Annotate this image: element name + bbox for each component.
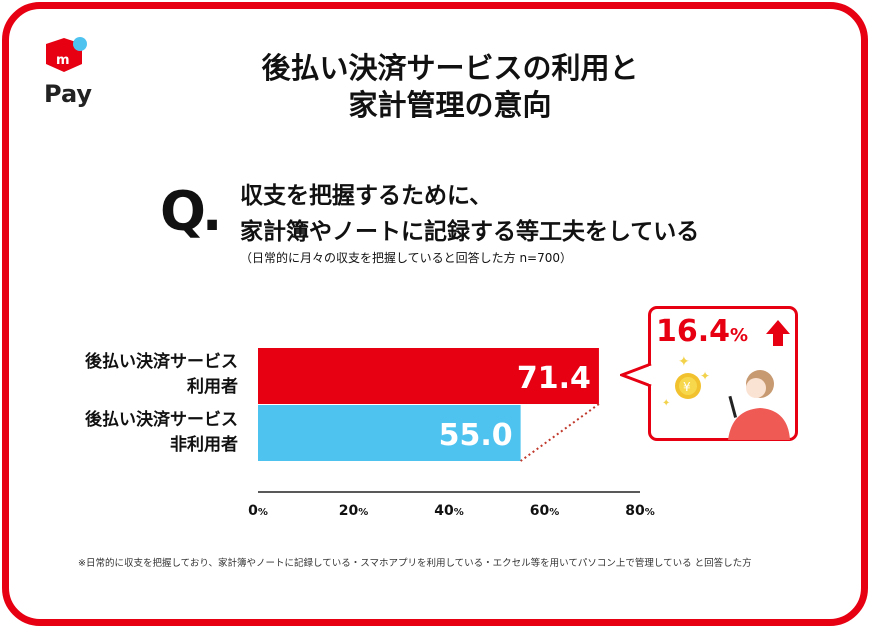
category-label-nonusers: 後払い決済サービス 非利用者 [85,410,238,455]
bar-value-label: 55.0 [439,418,513,453]
x-tick-label: 20% [339,503,369,519]
difference-connector [520,403,600,462]
logo-text: Pay [44,80,93,108]
svg-text:¥: ¥ [683,380,691,394]
callout-value: 16.4% [656,314,749,349]
svg-text:✦: ✦ [678,354,690,370]
x-tick-label: 80% [625,503,655,519]
footnote: ※日常的に収支を把握しており、家計簿やノートに記録している・スマホアプリを利用し… [78,558,752,569]
bar [258,405,521,461]
callout-decor: ¥ ✦ ✦ ✦ [620,320,790,440]
arrow-up-icon [766,320,790,346]
yen-coin-icon: ¥ [675,373,701,399]
svg-text:✦: ✦ [662,398,670,409]
question-line-2: 家計簿やノートに記録する等工夫をしている [240,219,700,245]
x-tick-label: 0% [248,503,268,519]
question-line-1: 収支を把握するために、 [240,183,493,209]
bar-value-label: 71.4 [517,361,591,396]
svg-text:✦: ✦ [700,369,710,383]
merpay-logo-icon: m [46,37,87,72]
category-label-users: 後払い決済サービス 利用者 [85,352,238,397]
woman-illustration-icon [728,370,790,440]
question-subtext: （日常的に月々の収支を把握していると回答した方 n=700） [240,251,573,265]
bar [258,348,599,404]
x-tick-label: 40% [434,503,464,519]
question-mark: Q. [160,180,222,243]
svg-text:m: m [56,53,70,68]
page-title: 後払い決済サービスの利用と 家計管理の意向 [261,51,639,122]
x-tick-label: 60% [530,503,560,519]
